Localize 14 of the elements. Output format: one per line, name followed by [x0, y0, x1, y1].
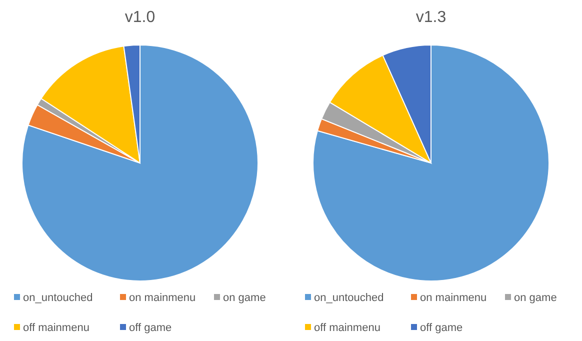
legend-label: on mainmenu — [129, 292, 196, 304]
chart-title: v1.0 — [124, 9, 156, 26]
legend-label: on_untouched — [314, 292, 384, 304]
legend-label: on mainmenu — [420, 292, 487, 304]
legend-label: off game — [129, 322, 172, 334]
legend-label: on game — [223, 292, 266, 304]
legend-label: on game — [514, 292, 557, 304]
pie-slice — [22, 44, 258, 282]
legend-label: off mainmenu — [314, 322, 380, 334]
pie-slice — [312, 44, 550, 282]
legend-label: off game — [420, 322, 463, 334]
chart-title: v1.3 — [416, 9, 446, 26]
legend-label: off mainmenu — [23, 322, 90, 334]
legend-label: on_untouched — [23, 292, 93, 304]
